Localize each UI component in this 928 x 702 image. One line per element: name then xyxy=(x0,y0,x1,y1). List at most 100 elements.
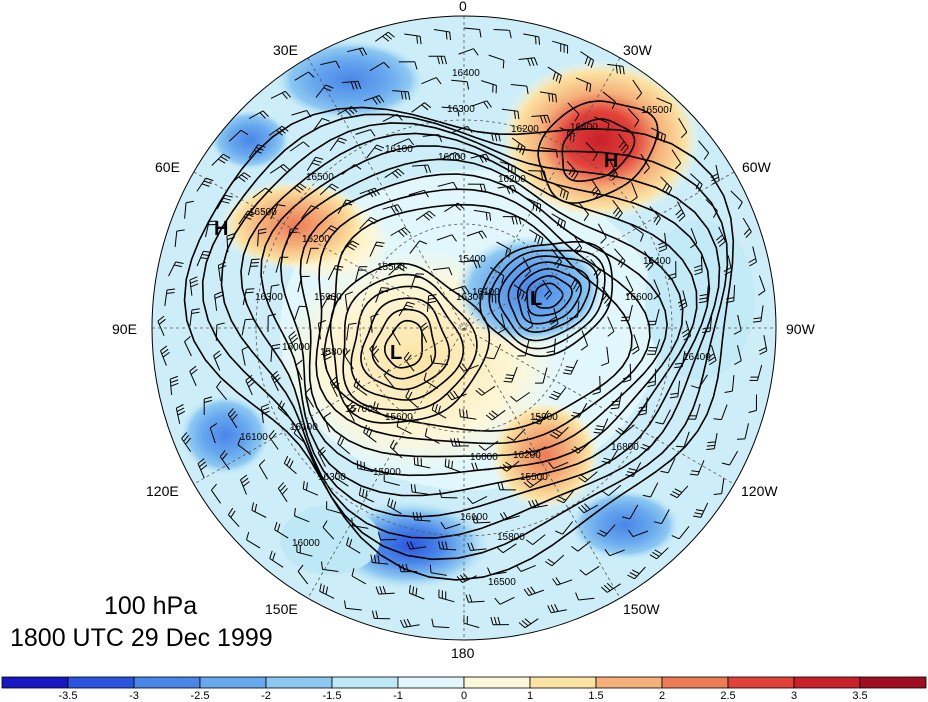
wind-barb xyxy=(238,210,256,225)
wind-barb xyxy=(214,291,223,311)
wind-barb xyxy=(497,185,518,195)
wind-barb xyxy=(749,364,763,381)
contour-label: 16200 xyxy=(513,450,541,461)
wind-barb xyxy=(653,509,670,525)
wind-barb xyxy=(196,250,212,267)
wind-barb xyxy=(270,90,291,100)
wind-barb xyxy=(341,164,362,175)
wind-barb xyxy=(549,308,559,329)
wind-barb xyxy=(607,316,615,337)
wind-barb xyxy=(721,450,739,466)
wind-barb xyxy=(213,350,222,371)
wind-barb xyxy=(671,525,690,540)
wind-barb xyxy=(317,319,326,340)
wind-barb xyxy=(615,424,635,436)
wind-barb xyxy=(590,178,601,199)
wind-barb xyxy=(217,261,227,282)
wind-barb xyxy=(260,403,270,424)
wind-barb xyxy=(160,345,170,366)
contour-label: 16300 xyxy=(456,292,484,303)
wind-barb xyxy=(315,84,334,98)
wind-barb xyxy=(438,589,455,603)
wind-barb xyxy=(494,596,515,605)
wind-barb xyxy=(567,102,580,122)
wind-barb xyxy=(475,385,496,396)
contour-label: 15800 xyxy=(320,347,348,358)
wind-barb xyxy=(181,432,192,452)
height-contour xyxy=(350,285,465,401)
wind-barb xyxy=(531,410,549,425)
wind-barb xyxy=(653,279,661,300)
wind-barb xyxy=(189,276,199,296)
wind-barb xyxy=(612,199,623,220)
colorbar-box xyxy=(793,676,861,689)
lon-label-120w: 120W xyxy=(741,483,778,499)
wind-barb xyxy=(291,110,312,118)
wind-barb xyxy=(334,469,349,487)
wind-barb xyxy=(497,313,506,334)
colorbar-tick-label: 2 xyxy=(659,690,665,702)
wind-barb xyxy=(247,258,260,276)
wind-barb xyxy=(487,567,507,576)
wind-barb xyxy=(258,459,268,480)
contour-label: 16300 xyxy=(255,292,283,303)
colorbar-box xyxy=(529,676,597,689)
wind-barb xyxy=(618,133,629,154)
contour-label: 16000 xyxy=(282,342,310,353)
wind-barb xyxy=(403,351,415,372)
contour-label: 16600 xyxy=(625,292,653,303)
wind-barb xyxy=(388,263,408,276)
wind-barb xyxy=(320,294,337,310)
wind-barb xyxy=(399,618,420,628)
wind-barb xyxy=(758,335,768,355)
wind-barb xyxy=(660,457,676,474)
colorbar-tick-label: 3.5 xyxy=(852,690,867,702)
wind-barb xyxy=(369,342,380,363)
wind-barb xyxy=(337,436,351,455)
wind-barb xyxy=(301,205,319,219)
wind-barb xyxy=(622,504,639,520)
wind-barb xyxy=(649,206,661,226)
height-contour xyxy=(201,113,729,561)
colorbar-box xyxy=(727,676,795,689)
colorbar-tick-label: -3 xyxy=(129,690,139,702)
wind-barb xyxy=(351,568,367,585)
contour-label: 16500 xyxy=(306,172,334,183)
wind-barb xyxy=(210,483,222,504)
wind-barb xyxy=(540,147,558,158)
wind-barb xyxy=(517,339,530,357)
wind-barb xyxy=(627,529,649,538)
colorbar-tick-label: -3.5 xyxy=(59,690,78,702)
wind-barb xyxy=(219,450,230,470)
wind-barb xyxy=(660,176,673,196)
wind-barb xyxy=(715,226,726,247)
wind-barb xyxy=(375,31,395,42)
wind-barb xyxy=(458,363,479,372)
height-contour xyxy=(323,203,633,432)
wind-barb xyxy=(515,564,536,572)
contour-label: 16000 xyxy=(470,452,498,463)
wind-barb xyxy=(175,404,186,424)
lon-label-60e: 60E xyxy=(155,159,180,175)
wind-barb xyxy=(371,610,391,620)
wind-barb xyxy=(428,55,447,65)
colorbar-tick-label: -1.5 xyxy=(323,690,342,702)
wind-barb xyxy=(725,284,736,304)
wind-barb xyxy=(458,48,479,56)
wind-barb xyxy=(227,408,238,429)
wind-barb xyxy=(383,368,395,389)
wind-barb xyxy=(547,66,562,84)
wind-barb xyxy=(439,489,458,499)
wind-barb xyxy=(391,325,401,346)
colorbar-tick-label: 2.5 xyxy=(720,690,735,702)
contour-label: 16100 xyxy=(385,144,413,155)
wind-barb xyxy=(346,537,361,554)
wind-barb xyxy=(164,288,176,306)
wind-barb xyxy=(169,375,179,396)
wind-barb xyxy=(197,458,208,479)
wind-barb xyxy=(344,349,354,370)
wind-barb xyxy=(597,524,616,537)
wind-barb xyxy=(424,428,440,444)
wind-barb xyxy=(690,173,703,192)
wind-barb xyxy=(302,480,319,496)
